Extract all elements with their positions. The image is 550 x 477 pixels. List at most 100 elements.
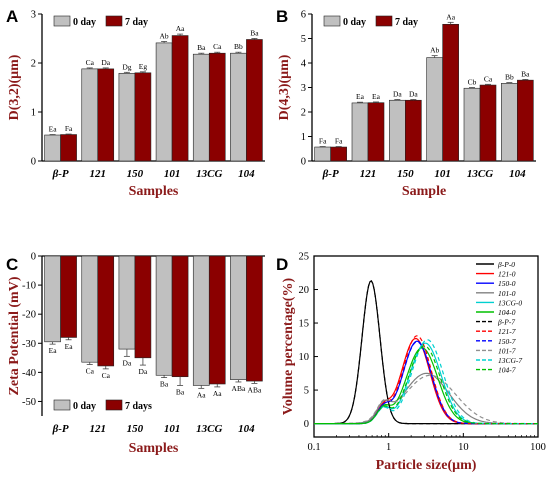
y-tick-label: 1 xyxy=(301,132,306,143)
legend-swatch xyxy=(53,399,71,411)
legend-label: 0 day xyxy=(343,17,366,28)
legend-label: 101-7 xyxy=(498,346,516,355)
y-axis-title: D(4,3)(μm) xyxy=(277,54,292,120)
y-tick-label: 6 xyxy=(301,10,306,21)
significance-label: Ea xyxy=(356,92,365,101)
significance-label: Da xyxy=(123,358,132,367)
y-tick-label: -40 xyxy=(22,368,36,379)
significance-label: Da xyxy=(393,90,402,99)
category-label: 150 xyxy=(127,423,144,435)
significance-label: Ba xyxy=(521,69,530,78)
bar-day0 xyxy=(155,42,173,162)
y-tick-label: 3 xyxy=(31,10,36,21)
bar-day0 xyxy=(230,52,247,162)
significance-label: Ea xyxy=(372,92,381,101)
category-label: 121 xyxy=(90,423,107,435)
panel-label: A xyxy=(6,7,18,26)
bar-day7 xyxy=(405,99,422,162)
legend-swatch xyxy=(105,15,123,27)
category-label: 13CG xyxy=(196,168,222,180)
category-label: β-P xyxy=(52,168,69,180)
series-line xyxy=(314,280,538,425)
bar-day0 xyxy=(192,53,210,162)
significance-label: Ea xyxy=(49,346,58,355)
panel-A: A 0 1 2 3 Ea Fa β-P Ca Da 121 Dg Eg 150 Ab Aa 101 Ba Ca 13C… xyxy=(6,7,265,199)
bar-day0 xyxy=(44,255,61,343)
significance-label: Ba xyxy=(160,380,169,389)
significance-label: Ab xyxy=(430,46,439,55)
category-label: 101 xyxy=(164,168,181,180)
significance-label: Dg xyxy=(122,62,131,71)
bar-day7 xyxy=(208,52,226,162)
y-tick-label: -50 xyxy=(22,397,36,408)
y-axis-title: Volume percentage(%) xyxy=(281,278,296,416)
bar-day7 xyxy=(171,35,189,162)
category-label: 104 xyxy=(238,168,255,180)
y-tick-label: 0 xyxy=(301,157,306,168)
significance-label: Ca xyxy=(102,371,111,380)
bar-day0 xyxy=(118,72,136,162)
bar-day7 xyxy=(442,23,459,162)
legend-label: β-P-0 xyxy=(497,260,515,269)
significance-label: Da xyxy=(409,90,418,99)
legend-swatch xyxy=(105,399,123,411)
bar-day7 xyxy=(479,84,497,162)
panel-D: D 0 5 10 15 20 25 0.1 1 10 100 β-P-0121-0150-0101-0… xyxy=(276,252,546,474)
y-tick-label: 2 xyxy=(301,108,306,119)
legend-swatch xyxy=(323,15,341,27)
panel-C: C 0 -10 -20 -30 -40 -50 Ea Ea Ca Ca Da Da Ba Ba Aa Aa ABa… xyxy=(6,252,265,456)
legend-label: 150-0 xyxy=(498,279,516,288)
legend-label: 121-0 xyxy=(498,270,516,279)
y-tick-label: 15 xyxy=(299,319,310,330)
x-axis-title: Particle size(μm) xyxy=(376,458,477,473)
y-tick-label: 2 xyxy=(31,59,36,70)
y-axis-title: Zeta Potential (mV) xyxy=(7,276,22,395)
category-label: 121 xyxy=(90,168,107,180)
significance-label: Bb xyxy=(234,42,243,51)
significance-label: Ba xyxy=(197,43,206,52)
category-label: 101 xyxy=(434,168,451,180)
bar-day0 xyxy=(230,255,247,380)
significance-label: Ca xyxy=(484,74,493,83)
bar-day7 xyxy=(97,255,115,367)
significance-label: Ba xyxy=(250,29,259,38)
significance-label: Ca xyxy=(213,42,222,51)
y-tick-label: 5 xyxy=(304,386,309,397)
significance-label: ABa xyxy=(248,385,262,394)
category-label: β-P xyxy=(322,168,339,180)
bar-day0 xyxy=(501,83,518,162)
y-tick-label: 3 xyxy=(301,83,306,94)
bar-day0 xyxy=(118,255,136,350)
significance-label: Aa xyxy=(176,24,185,33)
bar-day7 xyxy=(367,102,385,162)
y-tick-label: 25 xyxy=(299,252,310,263)
category-label: 104 xyxy=(509,168,526,180)
significance-label: Fa xyxy=(319,137,327,146)
bar-day0 xyxy=(314,146,331,162)
series-line xyxy=(314,372,538,425)
y-tick-label: 0 xyxy=(31,157,36,168)
panel-B: B 0 1 2 3 4 5 6 Fa Fa β-P Ea Ea 121 Da Da 150 Ab Aa 101 Cb Ca… xyxy=(276,7,536,199)
y-tick-label: 20 xyxy=(299,285,310,296)
x-axis-title: Samples xyxy=(129,441,179,456)
bar-day0 xyxy=(426,57,443,162)
legend-swatch xyxy=(53,15,71,27)
plot-frame xyxy=(313,255,539,438)
legend-label: 150-7 xyxy=(498,337,516,346)
legend-label: 13CG-7 xyxy=(498,356,522,365)
legend-label: 7 day xyxy=(125,17,148,28)
significance-label: Fa xyxy=(335,137,343,146)
category-label: 104 xyxy=(238,423,255,435)
x-tick-label: 1 xyxy=(386,442,391,453)
bar-day0 xyxy=(81,68,99,162)
bar-day7 xyxy=(134,255,152,359)
significance-label: Ca xyxy=(86,58,95,67)
significance-label: Aa xyxy=(446,12,455,21)
legend-label: 104-0 xyxy=(498,308,516,317)
bar-day7 xyxy=(246,255,263,382)
bar-day7 xyxy=(97,68,115,162)
bar-day0 xyxy=(389,99,406,162)
legend-label: 121-7 xyxy=(498,327,516,336)
significance-label: Da xyxy=(101,58,110,67)
bar-day7 xyxy=(134,72,152,162)
